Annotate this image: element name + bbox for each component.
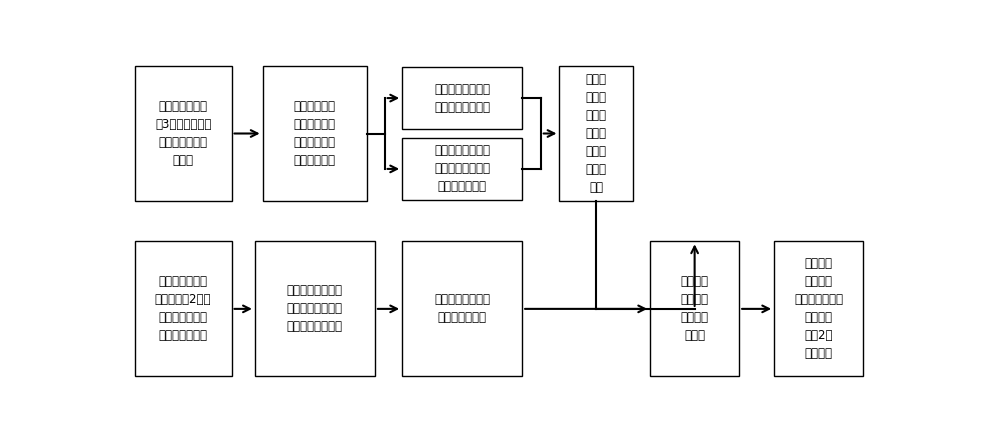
Text: 切削工况下，采
集相互垂直2个方
向位移信号及主
轴旋转角度信号: 切削工况下，采 集相互垂直2个方 向位移信号及主 轴旋转角度信号 [155, 276, 211, 343]
Bar [402, 241, 522, 376]
Bar [650, 241, 739, 376]
Text: 将信号转化为以主
轴旋转角度为横坐
标描述的位移信号: 将信号转化为以主 轴旋转角度为横坐 标描述的位移信号 [287, 284, 343, 333]
Text: 提取每一采样时刻
主轴旋转角度值: 提取每一采样时刻 主轴旋转角度值 [434, 293, 490, 325]
Text: 计算每一
采样时刻
对应的干
扰信号: 计算每一 采样时刻 对应的干 扰信号 [681, 276, 709, 343]
Bar [559, 66, 633, 201]
Text: 从位移信
号中去除
干扰信号，获取
主轴轴心
轨迹2个
方向分量: 从位移信 号中去除 干扰信号，获取 主轴轴心 轨迹2个 方向分量 [794, 258, 843, 360]
Text: 提取两相互垂直位
移信号中的一阶分
量分离安装误差: 提取两相互垂直位 移信号中的一阶分 量分离安装误差 [434, 145, 490, 194]
Bar [263, 66, 367, 201]
Text: 运用三点法计算被
测圆表面轮廓误差: 运用三点法计算被 测圆表面轮廓误差 [434, 83, 490, 113]
Bar [135, 241, 232, 376]
Text: 综合两
种误差
获取以
角度为
横坐标
的干扰
信号: 综合两 种误差 获取以 角度为 横坐标 的干扰 信号 [586, 73, 607, 194]
Bar [135, 66, 232, 201]
Bar [402, 67, 522, 129]
Text: 等时间间隔采
样的位移信号
转化为等角度
间隔位移信号: 等时间间隔采 样的位移信号 转化为等角度 间隔位移信号 [294, 100, 336, 167]
Bar [255, 241, 375, 376]
Text: 切削加工前，采
集3个方向位移信
号及主轴旋转角
度信号: 切削加工前，采 集3个方向位移信 号及主轴旋转角 度信号 [155, 100, 211, 167]
Bar [774, 241, 863, 376]
Bar [402, 138, 522, 200]
